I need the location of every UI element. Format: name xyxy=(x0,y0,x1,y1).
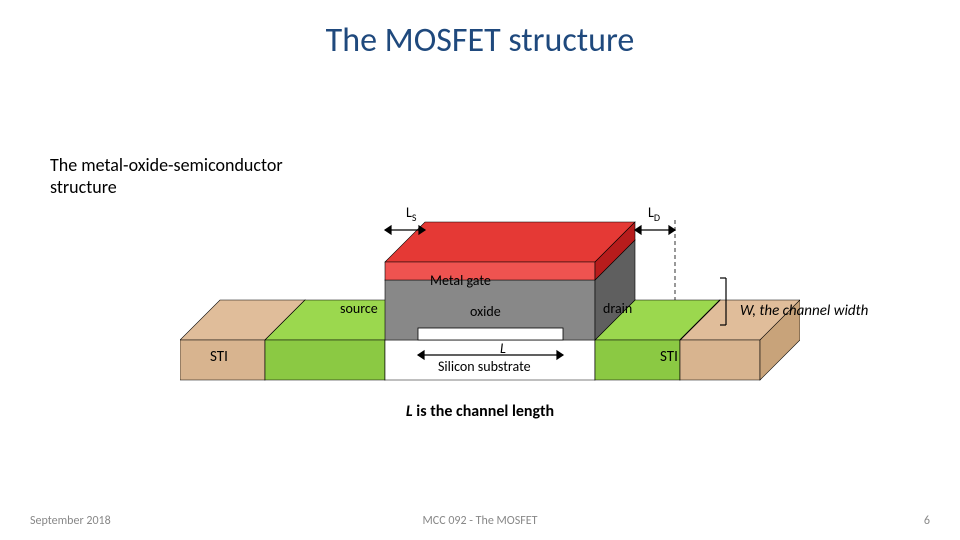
sti-label-right: STI xyxy=(660,348,678,366)
caption: L is the channel length xyxy=(0,402,960,421)
sti-label-left: STI xyxy=(210,348,228,366)
footer-center: MCC 092 - The MOSFET xyxy=(0,514,960,528)
subtitle-line2: structure xyxy=(50,176,117,198)
ls-arrow xyxy=(385,226,425,234)
w-label: W, the channel width xyxy=(740,302,868,320)
ld-arrow xyxy=(635,226,675,234)
page-title: The MOSFET structure xyxy=(0,0,960,61)
oxide-label: oxide xyxy=(470,303,501,320)
ld-label: LD xyxy=(648,204,660,224)
source-label: source xyxy=(340,300,378,317)
oxide-strip xyxy=(418,328,563,340)
caption-rest: is the channel length xyxy=(413,402,554,421)
caption-L: L xyxy=(406,402,413,421)
metal-label: Metal gate xyxy=(430,272,491,289)
footer-right: 6 xyxy=(924,514,930,528)
ls-label: LS xyxy=(406,204,417,224)
l-label: L xyxy=(500,340,506,357)
drain-label: drain xyxy=(603,300,632,317)
substrate-label: Silicon substrate xyxy=(438,358,531,375)
